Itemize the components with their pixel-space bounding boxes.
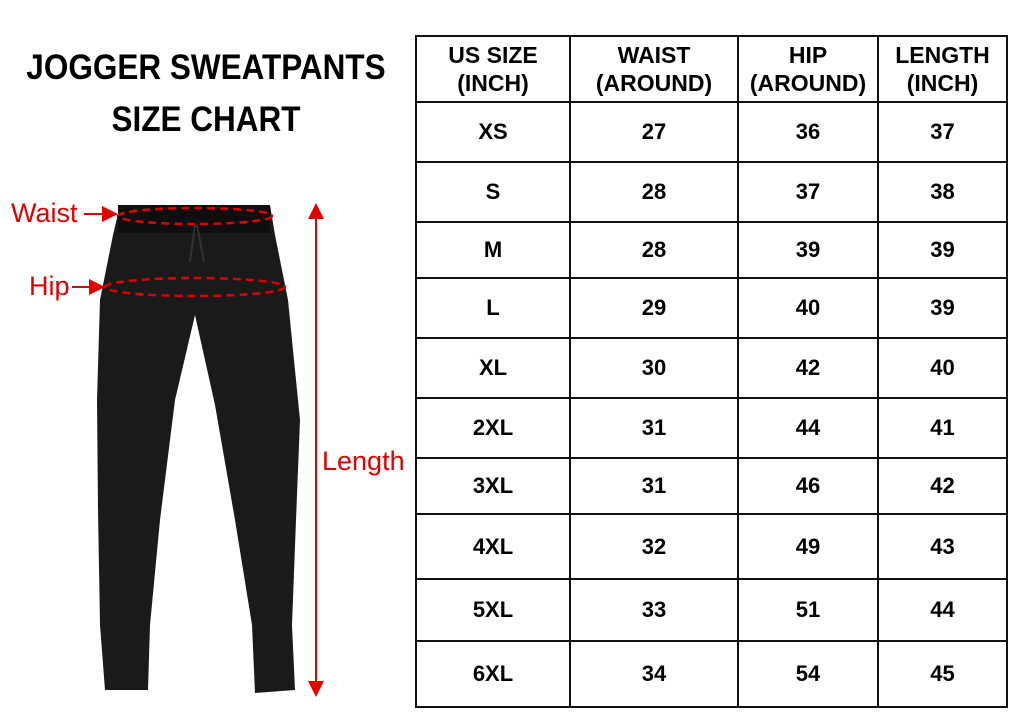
column-header-line: (INCH) <box>457 70 529 96</box>
table-cell: 6XL <box>415 640 571 708</box>
table-cell: 4XL <box>415 513 571 580</box>
column-header-line: WAIST <box>617 42 691 68</box>
waist-measure-ellipse <box>116 206 274 226</box>
drawstring <box>189 224 205 263</box>
table-row: XS 27 36 37 <box>415 101 1008 163</box>
table-cell: 39 <box>877 221 1008 279</box>
table-cell: 41 <box>877 397 1008 459</box>
table-cell: 37 <box>737 161 879 223</box>
table-cell: 42 <box>877 457 1008 515</box>
table-row: 2XL 31 44 41 <box>415 397 1008 459</box>
table-cell: 39 <box>877 277 1008 339</box>
table-cell: 5XL <box>415 578 571 642</box>
table-row: 4XL 32 49 43 <box>415 513 1008 580</box>
hip-measure-ellipse <box>103 276 287 298</box>
column-header-line: (AROUND) <box>749 70 867 96</box>
table-cell: 40 <box>737 277 879 339</box>
column-header: LENGTH (INCH) <box>877 35 1008 103</box>
table-cell: 49 <box>737 513 879 580</box>
table-row: 6XL 34 54 45 <box>415 640 1008 708</box>
table-cell: 36 <box>737 101 879 163</box>
pants-illustration <box>72 203 324 697</box>
table-cell: L <box>415 277 571 339</box>
table-cell: 33 <box>569 578 739 642</box>
column-header-line: LENGTH <box>895 42 990 68</box>
table-row: 3XL 31 46 42 <box>415 457 1008 515</box>
header-row: US SIZE (INCH) WAIST (AROUND) HIP (AROUND) LEN… <box>415 35 1008 103</box>
length-label: Length <box>322 446 405 476</box>
table-cell: 44 <box>877 578 1008 642</box>
table-row: 5XL 33 51 44 <box>415 578 1008 642</box>
table-cell: 31 <box>569 457 739 515</box>
column-header-line: US SIZE <box>448 42 538 68</box>
table-cell: 32 <box>569 513 739 580</box>
column-header: HIP (AROUND) <box>737 35 879 103</box>
table-cell: 42 <box>737 337 879 399</box>
column-header-line: (AROUND) <box>595 70 713 96</box>
table-cell: 51 <box>737 578 879 642</box>
table-cell: S <box>415 161 571 223</box>
table-row: XL 30 42 40 <box>415 337 1008 399</box>
table-cell: 44 <box>737 397 879 459</box>
size-table: US SIZE (INCH) WAIST (AROUND) HIP (AROUND) LEN… <box>415 35 1008 708</box>
table-cell: M <box>415 221 571 279</box>
table-cell: 31 <box>569 397 739 459</box>
table-cell: 45 <box>877 640 1008 708</box>
table-cell: 43 <box>877 513 1008 580</box>
column-header-line: HIP <box>788 42 828 68</box>
table-cell: 27 <box>569 101 739 163</box>
column-header: WAIST (AROUND) <box>569 35 739 103</box>
table-cell: 29 <box>569 277 739 339</box>
waist-label: Waist <box>11 198 78 228</box>
title-line-2: SIZE CHART <box>111 100 301 139</box>
table-cell: XL <box>415 337 571 399</box>
hip-label: Hip <box>29 271 70 301</box>
table-row: L 29 40 39 <box>415 277 1008 339</box>
table-cell: 37 <box>877 101 1008 163</box>
table-cell: 34 <box>569 640 739 708</box>
table-cell: 38 <box>877 161 1008 223</box>
column-header-line: (INCH) <box>906 70 979 96</box>
column-header: US SIZE (INCH) <box>415 35 571 103</box>
table-row: M 28 39 39 <box>415 221 1008 279</box>
table-cell: 40 <box>877 337 1008 399</box>
table-cell: 28 <box>569 161 739 223</box>
table-cell: 2XL <box>415 397 571 459</box>
title-line-1: JOGGER SWEATPANTS <box>26 48 386 87</box>
table-cell: 46 <box>737 457 879 515</box>
table-cell: 54 <box>737 640 879 708</box>
table-cell: XS <box>415 101 571 163</box>
table-cell: 39 <box>737 221 879 279</box>
table-row: S 28 37 38 <box>415 161 1008 223</box>
table-cell: 3XL <box>415 457 571 515</box>
table-cell: 28 <box>569 221 739 279</box>
table-cell: 30 <box>569 337 739 399</box>
pants-shape <box>97 205 300 693</box>
